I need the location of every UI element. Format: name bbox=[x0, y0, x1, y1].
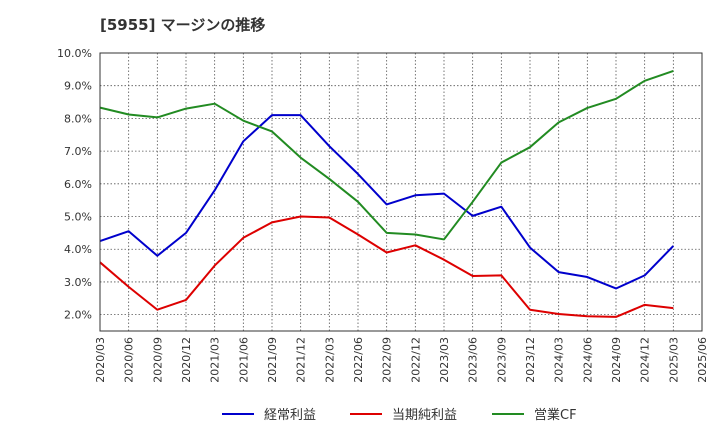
x-tick-label: 2021/06 bbox=[237, 337, 250, 383]
x-tick-label: 2021/12 bbox=[295, 337, 308, 383]
legend: 経常利益 当期純利益 営業CF bbox=[222, 407, 577, 423]
x-tick-label: 2025/06 bbox=[696, 337, 709, 383]
x-tick-label: 2025/03 bbox=[667, 337, 680, 383]
x-tick-label: 2022/12 bbox=[409, 337, 422, 383]
y-tick-label: 6.0% bbox=[64, 178, 92, 191]
x-tick-label: 2023/09 bbox=[495, 337, 508, 383]
legend-label: 営業CF bbox=[534, 407, 577, 423]
y-tick-label: 3.0% bbox=[64, 276, 92, 289]
x-tick-label: 2023/12 bbox=[524, 337, 537, 383]
y-tick-label: 4.0% bbox=[64, 243, 92, 256]
y-tick-label: 9.0% bbox=[64, 80, 92, 93]
x-tick-label: 2021/09 bbox=[266, 337, 279, 383]
series-lines bbox=[99, 70, 675, 318]
y-tick-label: 10.0% bbox=[57, 47, 92, 60]
y-axis-ticks: 2.0% 3.0% 4.0% 5.0% 6.0% 7.0% 8.0% 9.0% 10.0% bbox=[57, 47, 92, 322]
plot-border bbox=[99, 52, 703, 332]
x-tick-label: 2020/03 bbox=[94, 337, 107, 383]
x-tick-label: 2023/06 bbox=[467, 337, 480, 383]
legend-label: 当期純利益 bbox=[392, 408, 457, 423]
x-tick-label: 2020/12 bbox=[180, 337, 193, 383]
series-line bbox=[99, 114, 675, 290]
x-tick-label: 2021/03 bbox=[209, 337, 222, 383]
x-tick-label: 2024/06 bbox=[581, 337, 594, 383]
y-tick-label: 7.0% bbox=[64, 145, 92, 158]
series-line bbox=[99, 215, 674, 318]
x-tick-label: 2022/03 bbox=[323, 337, 336, 383]
plot-area bbox=[100, 53, 702, 331]
x-tick-label: 2024/12 bbox=[639, 337, 652, 383]
y-tick-label: 5.0% bbox=[64, 211, 92, 224]
x-axis-ticks: 2020/03 2020/06 2020/09 2020/12 2021/03 2021/… bbox=[94, 337, 709, 383]
x-tick-label: 2024/03 bbox=[553, 337, 566, 383]
x-tick-label: 2024/09 bbox=[610, 337, 623, 383]
x-tick-label: 2023/03 bbox=[438, 337, 451, 383]
y-tick-label: 2.0% bbox=[64, 309, 92, 322]
series-line bbox=[99, 70, 674, 241]
x-tick-label: 2020/09 bbox=[151, 337, 164, 383]
x-tick-label: 2022/06 bbox=[352, 337, 365, 383]
chart-title: [5955] マージンの推移 bbox=[100, 16, 265, 34]
x-tick-label: 2020/06 bbox=[123, 337, 136, 383]
y-tick-label: 8.0% bbox=[64, 112, 92, 125]
legend-label: 経常利益 bbox=[264, 408, 316, 423]
x-tick-label: 2022/09 bbox=[381, 337, 394, 383]
